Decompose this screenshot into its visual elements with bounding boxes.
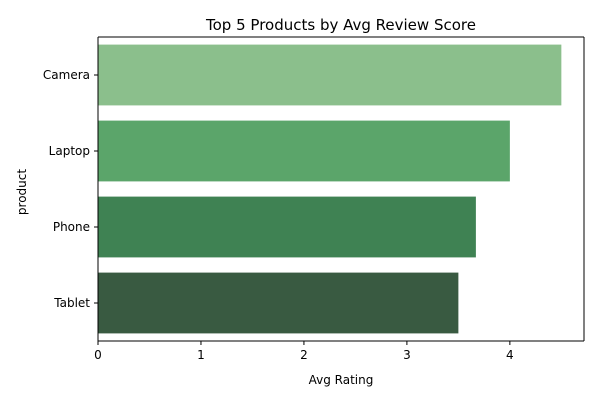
x-tick-label: 2 [300,348,308,362]
y-tick-label-camera: Camera [43,68,90,82]
x-tick-label: 4 [506,348,514,362]
x-tick-label: 0 [94,348,102,362]
bars-group [98,44,562,334]
bar-tablet [98,272,459,334]
x-axis-ticks: 0 1 2 3 4 [94,341,514,362]
x-axis-label: Avg Rating [309,373,374,387]
y-axis-ticks: Camera Laptop Phone Tablet [43,68,98,310]
bar-camera [98,44,562,106]
y-tick-label-phone: Phone [53,220,90,234]
bar-phone [98,196,476,258]
y-tick-label-laptop: Laptop [49,144,90,158]
x-tick-label: 3 [403,348,411,362]
y-tick-label-tablet: Tablet [53,296,90,310]
axis-spines [97,36,585,342]
y-axis-label: product [15,169,29,215]
x-tick-label: 1 [197,348,205,362]
bar-laptop [98,120,510,182]
chart-title: Top 5 Products by Avg Review Score [205,16,476,34]
